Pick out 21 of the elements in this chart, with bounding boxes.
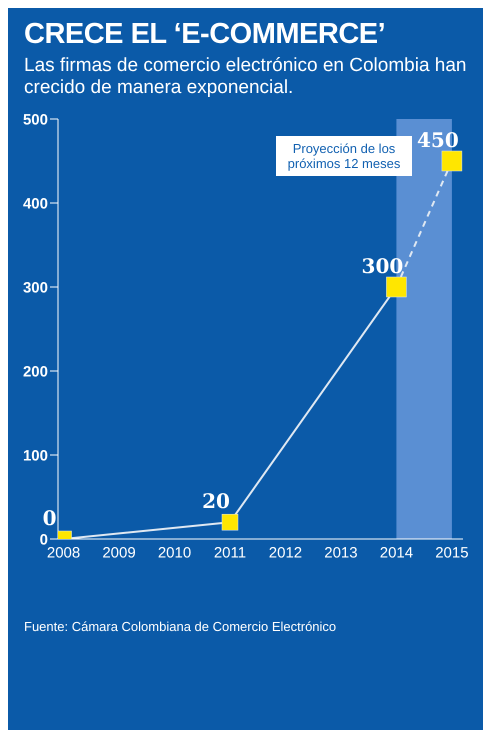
- x-tick-label: 2011: [214, 544, 246, 562]
- x-tick-label: 2010: [158, 544, 192, 562]
- data-label: 300: [362, 254, 404, 278]
- annotation: Proyección de los próximos 12 meses: [276, 136, 412, 176]
- y-tick-label: 100: [22, 447, 48, 464]
- x-tick-label: 2008: [46, 544, 80, 562]
- data-label: 450: [417, 128, 459, 152]
- source-note: Fuente: Cámara Colombiana de Comercio Electrónico: [23, 618, 338, 634]
- y-tick-label: 500: [22, 111, 48, 128]
- x-tick-label: 2015: [435, 544, 469, 562]
- chart-title: CRECE EL ‘E-COMMERCE’: [24, 18, 386, 51]
- x-tick-label: 2013: [324, 544, 358, 562]
- y-tick-label: 400: [22, 195, 48, 212]
- data-label: 20: [202, 489, 230, 514]
- x-tick-label: 2014: [380, 544, 414, 562]
- x-tick-label: 2012: [268, 544, 302, 562]
- y-tick-label: 200: [22, 363, 48, 380]
- y-tick-label: 300: [22, 279, 48, 296]
- y-tick-label: 0: [40, 531, 48, 548]
- x-tick-label: 2009: [102, 544, 136, 562]
- chart-subtitle: Las firmas de comercio electrónico en Colombia han crecido de manera exponencial.: [24, 55, 467, 99]
